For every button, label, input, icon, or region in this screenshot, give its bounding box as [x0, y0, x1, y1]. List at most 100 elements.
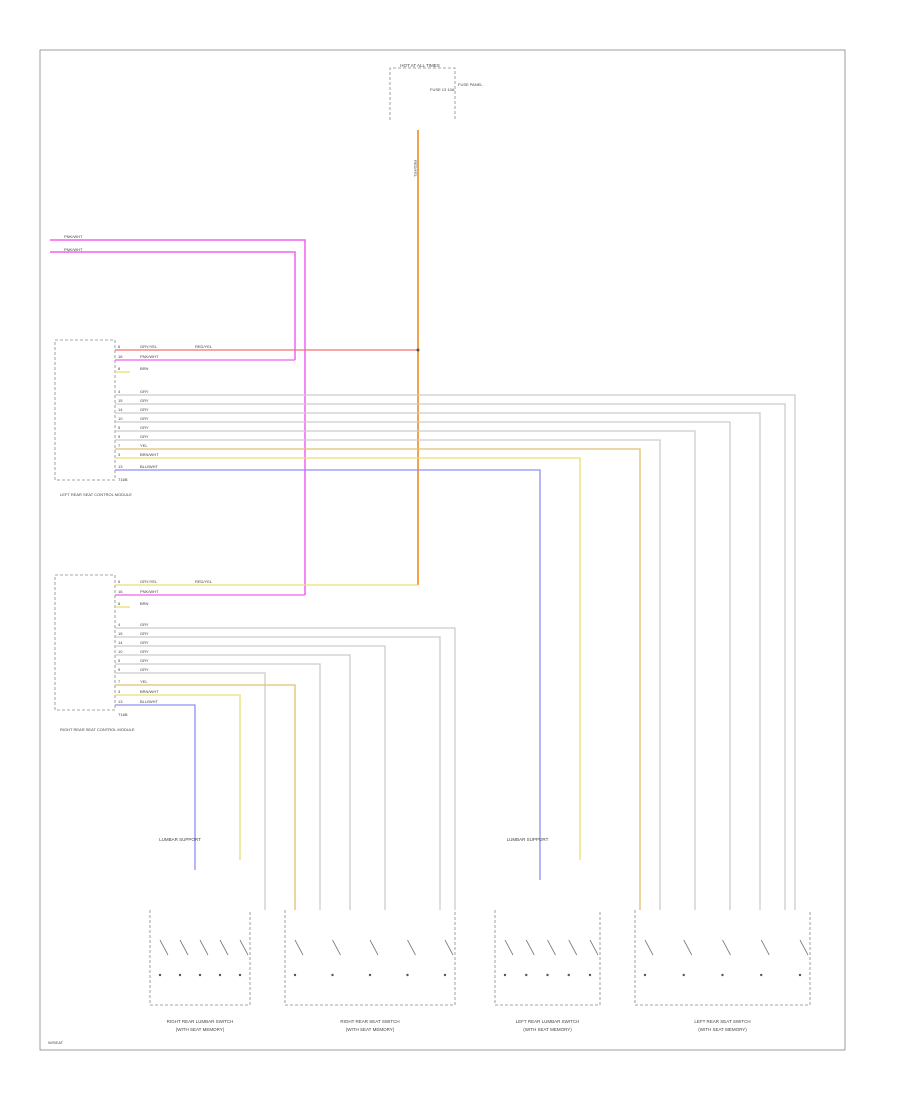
terminal: [198, 973, 202, 977]
wire-label: PNK/WHT: [64, 234, 83, 239]
contact: [568, 939, 578, 956]
wire: [115, 439, 661, 910]
wire: [115, 645, 386, 910]
wire: [115, 684, 296, 910]
wire-color: YEL: [140, 443, 148, 448]
wire-color: GRY: [140, 658, 149, 663]
wire-color: BLU/WHT: [140, 699, 159, 704]
pin-number: 6: [118, 579, 121, 584]
component-box: [634, 910, 811, 1006]
contact: [525, 939, 535, 956]
pin-number: 14: [118, 640, 123, 645]
wire-color: BRN: [140, 601, 149, 606]
splice-label: RED/YEL: [195, 579, 213, 584]
wire: [115, 704, 196, 870]
pin-number: 16: [118, 354, 123, 359]
wire-color: BRN/WHT: [140, 452, 159, 457]
terminal: [406, 973, 409, 977]
contact: [444, 939, 454, 956]
component-label: LEFT REAR SEAT SWITCH: [694, 1019, 750, 1024]
wire: [115, 430, 696, 910]
terminal: [721, 973, 724, 977]
pin-number: 13: [118, 699, 123, 704]
wire-color: BLU/WHT: [140, 464, 159, 469]
pin-number: 5: [118, 658, 121, 663]
wire: [115, 421, 731, 910]
module-box: [54, 339, 116, 481]
component-label: LEFT REAR LUMBAR SWITCH: [516, 1019, 580, 1024]
pink-wire: [50, 239, 306, 595]
wire: [115, 636, 441, 910]
component-box: [149, 910, 251, 1006]
terminal: [293, 973, 297, 977]
pin-number: 9: [118, 667, 121, 672]
wire-color: PNK/WHT: [140, 354, 159, 359]
wire-label: PNK/WHT: [64, 247, 83, 252]
terminal: [588, 973, 592, 977]
pin-number: 9: [118, 434, 121, 439]
module-label: RIGHT REAR SEAT CONTROL MODULE: [60, 727, 135, 732]
component-sub: (WITH SEAT MEMORY): [523, 1027, 572, 1032]
wire-color: GRY: [140, 407, 149, 412]
fuse-panel: [389, 67, 456, 120]
wire-color: BRN: [140, 366, 149, 371]
terminal: [368, 973, 372, 977]
wire-color: GRY/YEL: [140, 344, 158, 349]
wire: [115, 457, 581, 860]
component-sub: (WITH SEAT MEMORY): [346, 1027, 395, 1032]
component-sub: (WITH SEAT MEMORY): [176, 1027, 225, 1032]
wire: [115, 663, 321, 910]
module-box: [54, 574, 116, 711]
wire: [115, 394, 796, 910]
terminal: [443, 973, 447, 977]
terminal: [643, 973, 647, 977]
terminal: [238, 973, 242, 977]
component-label: RIGHT REAR LUMBAR SWITCH: [167, 1019, 234, 1024]
wire: [115, 403, 786, 910]
component-sub: (WITH SEAT MEMORY): [698, 1027, 747, 1032]
wire: [115, 654, 351, 910]
contact: [179, 939, 189, 956]
wire: [115, 694, 241, 860]
pin-number: 15: [118, 398, 123, 403]
pin-number: 7: [118, 679, 121, 684]
footer: W/SEAT: [48, 1040, 64, 1045]
wire-color: GRY: [140, 622, 149, 627]
pin-number: 15: [118, 631, 123, 636]
pin-number: 4: [118, 622, 121, 627]
contact: [799, 939, 809, 956]
wire-color: GRY: [140, 434, 149, 439]
wire-color: PNK/WHT: [140, 589, 159, 594]
fuse-title: HOT AT ALL TIMES: [400, 63, 440, 68]
component-box: [494, 910, 601, 1006]
splice: [416, 348, 420, 352]
terminal: [178, 973, 182, 977]
contact: [219, 939, 229, 956]
contact: [589, 939, 599, 956]
wire-color: GRY: [140, 398, 149, 403]
wire-color: GRY: [140, 389, 149, 394]
terminal: [760, 973, 763, 977]
pin-number: 4: [118, 389, 121, 394]
pin-number: 13: [118, 464, 123, 469]
contact: [407, 939, 416, 956]
terminal: [525, 973, 528, 977]
wire-color: GRY: [140, 667, 149, 672]
module-label: LEFT REAR SEAT CONTROL MODULE: [60, 492, 132, 497]
contact: [760, 939, 770, 956]
terminal: [503, 973, 507, 977]
component-label: RIGHT REAR SEAT SWITCH: [340, 1019, 399, 1024]
wire-color: GRY: [140, 649, 149, 654]
pin-number: 8: [118, 366, 121, 371]
pink-wire: [50, 251, 296, 360]
wire-color: GRY: [140, 416, 149, 421]
feed-wire-label: RED/YEL: [413, 160, 418, 178]
wire: [115, 412, 761, 910]
component-note: LUMBAR SUPPORT: [159, 837, 201, 842]
contact: [294, 939, 304, 956]
contact: [159, 939, 169, 956]
pin-number: 14: [118, 407, 123, 412]
pin-number: 10: [118, 416, 123, 421]
terminal: [218, 973, 222, 977]
